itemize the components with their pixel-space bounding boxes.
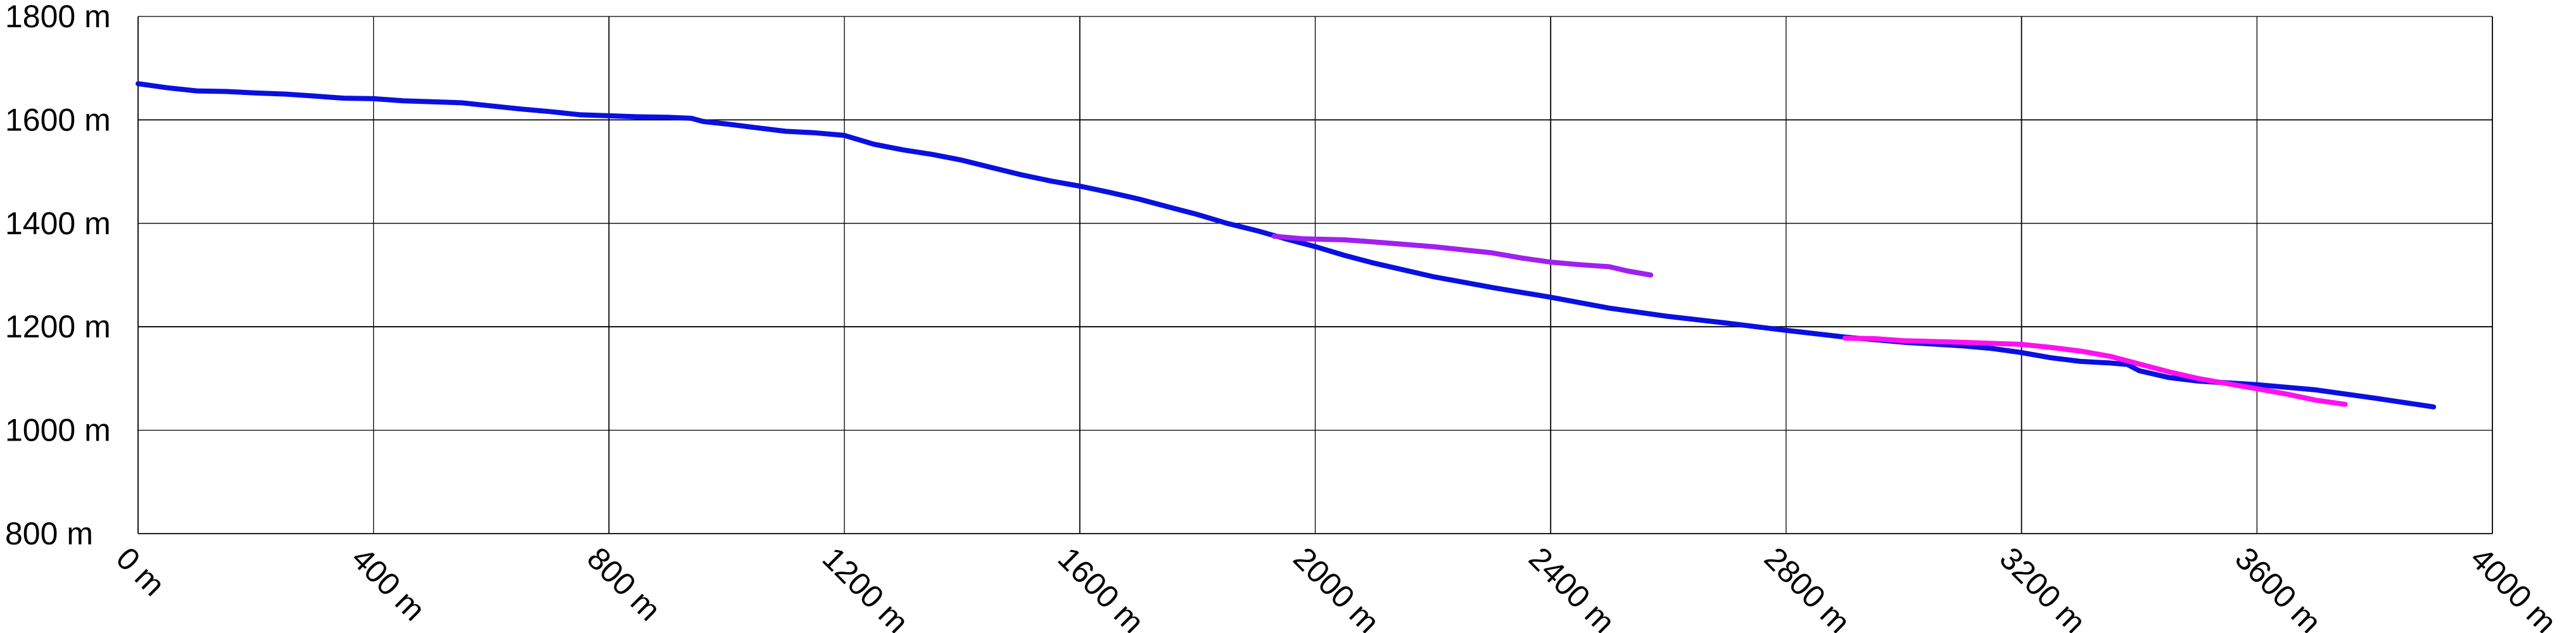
series-line-3 xyxy=(1842,335,2348,407)
y-tick-label: 1400 m xyxy=(5,206,111,241)
x-tick-label: 800 m xyxy=(580,541,668,628)
series-line-1 xyxy=(136,81,2437,410)
y-tick-label: 800 m xyxy=(5,516,93,551)
x-tick-label: 2000 m xyxy=(1286,541,1386,633)
series-layer xyxy=(136,81,2437,410)
y-tick-label: 1000 m xyxy=(5,413,111,448)
x-tick-label: 2800 m xyxy=(1758,541,1858,633)
x-tick-label: 0 m xyxy=(110,541,172,603)
y-tick-label: 1600 m xyxy=(5,102,111,137)
grid xyxy=(137,16,2493,534)
x-tick-label: 4000 m xyxy=(2464,541,2564,633)
x-tick-label: 3200 m xyxy=(1993,541,2093,633)
series-line-2 xyxy=(1271,234,1654,278)
x-tick-label: 1600 m xyxy=(1051,541,1152,633)
x-axis: 0 m 400 m 800 m 1200 m 1600 m 2000 m 2400 m 280… xyxy=(110,541,2564,633)
x-tick-label: 1200 m xyxy=(816,541,916,633)
y-tick-label: 1800 m xyxy=(5,0,111,34)
y-tick-label: 1200 m xyxy=(5,309,111,344)
x-tick-label: 2400 m xyxy=(1522,541,1622,633)
x-tick-label: 3600 m xyxy=(2228,541,2328,633)
y-axis: 800 m 1000 m 1200 m 1400 m 1600 m 1800 m xyxy=(5,0,111,551)
x-tick-label: 400 m xyxy=(345,541,432,628)
